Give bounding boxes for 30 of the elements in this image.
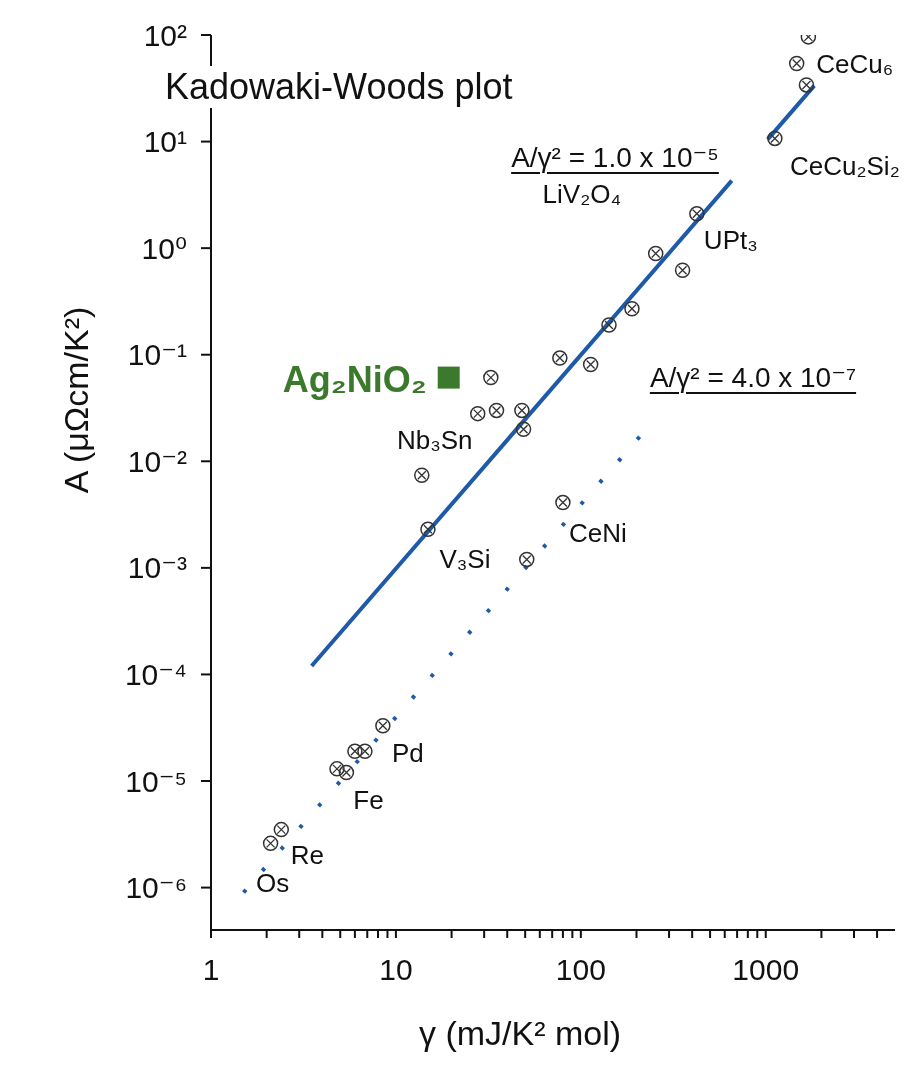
x-tick-label: 100 [555, 953, 606, 986]
annotation: LiV₂O₄ [542, 178, 622, 209]
text: Kadowaki-Woods plot [165, 66, 513, 108]
annotation: A/γ² = 1.0 x 10⁻⁵ [511, 142, 719, 173]
x-tick-label: 1000 [732, 953, 800, 986]
annotation: CeCu₂Si₂ [789, 151, 900, 182]
y-axis-title: A (μΩcm/K²) [57, 306, 95, 494]
annotation: Pd [391, 737, 424, 768]
series-label: Ag₂NiO₂ [282, 359, 427, 401]
y-tick-label: 10² [143, 18, 188, 52]
annotation: Re [290, 839, 324, 870]
y-tick-label: 10⁻⁶ [125, 871, 187, 905]
annotation: A/γ² = 4.0 x 10⁻⁷ [649, 362, 857, 393]
y-tick-label: 10⁻³ [127, 551, 187, 585]
y-tick-label: 10⁻¹ [127, 338, 187, 372]
annotation: Nb₃Sn [396, 425, 473, 456]
x-tick-label: 10 [379, 953, 413, 986]
x-axis-title: γ (mJ/K² mol) [418, 1014, 622, 1052]
annotation: CeNi [569, 517, 627, 548]
y-tick-label: 10¹ [143, 125, 188, 159]
y-tick-label: 10⁻⁴ [124, 657, 187, 691]
y-tick-label: 10⁻⁵ [125, 764, 187, 798]
annotation: Fe [353, 784, 384, 815]
x-tick-label: 1 [202, 953, 220, 986]
annotation: UPt₃ [703, 224, 758, 255]
annotation: V₃Si [439, 544, 491, 575]
y-tick-label: 10⁻² [127, 444, 187, 478]
annotation: CeCu₆ [816, 48, 894, 79]
annotation: Os [255, 868, 290, 899]
y-tick-label: 10⁰ [141, 231, 187, 265]
